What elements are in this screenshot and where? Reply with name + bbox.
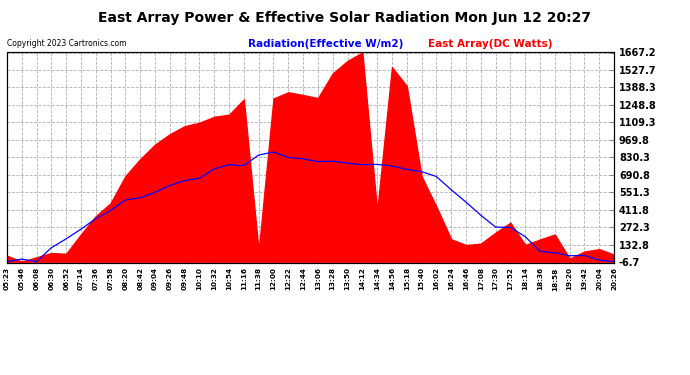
- Text: East Array(DC Watts): East Array(DC Watts): [428, 39, 552, 50]
- Text: Radiation(Effective W/m2): Radiation(Effective W/m2): [248, 39, 404, 50]
- Text: East Array Power & Effective Solar Radiation Mon Jun 12 20:27: East Array Power & Effective Solar Radia…: [99, 11, 591, 25]
- Text: Copyright 2023 Cartronics.com: Copyright 2023 Cartronics.com: [7, 39, 126, 48]
